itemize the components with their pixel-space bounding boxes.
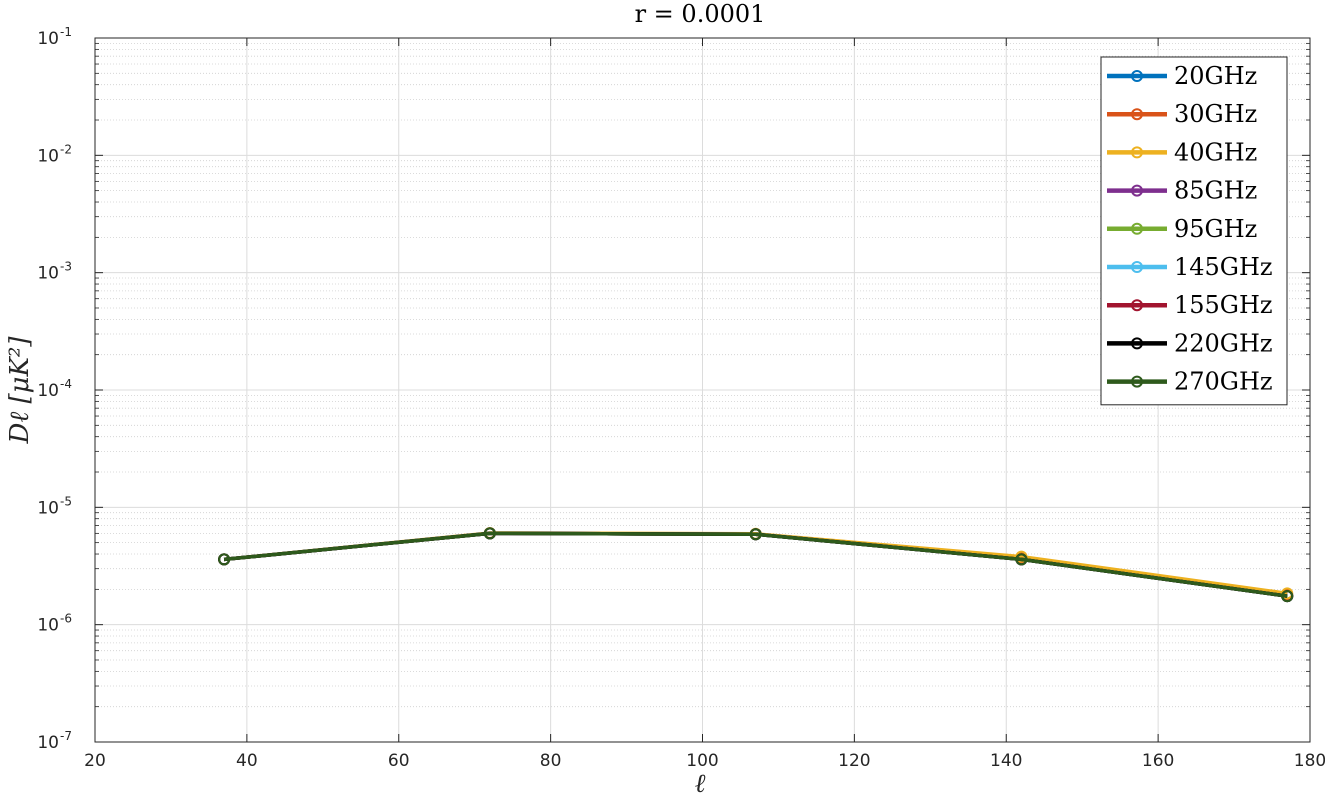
y-tick-exponent: -3 [60, 260, 72, 274]
y-tick-label: 10 [37, 29, 59, 49]
legend-item: 40GHz [1107, 138, 1257, 166]
data-point [218, 553, 231, 566]
series-270GHz [218, 527, 1294, 603]
legend-label: 40GHz [1174, 138, 1257, 166]
data-point [1015, 553, 1028, 566]
legend-label: 145GHz [1174, 253, 1273, 281]
y-tick-exponent: -5 [60, 494, 72, 508]
legend-marker [1131, 261, 1143, 273]
x-tick-label: 40 [236, 751, 258, 771]
y-tick-label: 10 [37, 733, 59, 753]
legend-marker [1131, 375, 1143, 388]
x-tick-label: 140 [990, 751, 1022, 771]
y-tick-exponent: -1 [60, 25, 72, 39]
chart-title: r = 0.0001 [635, 0, 766, 28]
legend-item: 270GHz [1107, 368, 1273, 396]
x-tick-label: 20 [84, 751, 106, 771]
legend-marker [1131, 108, 1143, 121]
y-tick-label: 10 [37, 381, 59, 401]
legend-marker [1131, 70, 1143, 82]
y-tick-label: 10 [37, 498, 59, 518]
y-tick-label: 10 [37, 616, 59, 636]
legend-item: 155GHz [1107, 291, 1273, 319]
x-tick-label: 120 [838, 751, 870, 771]
x-tick-label: 160 [1142, 751, 1174, 771]
legend-item: 20GHz [1107, 62, 1257, 90]
x-axis-label: ℓ [695, 769, 706, 799]
legend-marker [1131, 184, 1143, 197]
legend-item: 85GHz [1107, 177, 1257, 205]
x-tick-label: 80 [540, 751, 562, 771]
x-tick-labels: 20 40 60 80 100 120 140 160 180 [84, 751, 1325, 771]
legend-marker [1131, 337, 1143, 350]
x-tick-label: 60 [388, 751, 410, 771]
y-tick-label: 10 [37, 264, 59, 284]
legend-label: 220GHz [1174, 329, 1273, 357]
legend-label: 155GHz [1174, 291, 1273, 319]
data-point [749, 528, 762, 541]
y-axis-label: Dℓ [μK²] [5, 336, 35, 445]
legend: 20GHz 30GHz 40GHz 85GHz 95GHz 145GHz 155GHz 220… [1100, 56, 1288, 406]
legend-marker [1131, 146, 1143, 159]
legend-label: 85GHz [1174, 177, 1257, 205]
y-tick-exponent: -6 [60, 612, 72, 626]
data-point [483, 527, 496, 540]
y-tick-exponent: -4 [60, 377, 72, 391]
legend-item: 220GHz [1107, 329, 1273, 357]
legend-label: 30GHz [1174, 100, 1257, 128]
legend-marker [1131, 299, 1143, 312]
legend-label: 20GHz [1174, 62, 1257, 90]
series-layer [218, 526, 1294, 603]
data-point [1281, 590, 1294, 603]
series-line [223, 531, 1288, 598]
legend-marker [1131, 222, 1143, 235]
y-tick-exponent: -7 [60, 729, 72, 743]
legend-label: 95GHz [1174, 215, 1257, 243]
y-tick-exponent: -2 [60, 142, 72, 156]
x-tick-label: 180 [1294, 751, 1325, 771]
y-tick-label: 10 [37, 146, 59, 166]
legend-item: 30GHz [1107, 100, 1257, 128]
legend-item: 95GHz [1107, 215, 1257, 243]
x-tick-label: 100 [686, 751, 718, 771]
y-tick-labels: 10-710-610-510-410-310-210-1 [37, 25, 72, 753]
legend-item: 145GHz [1107, 253, 1273, 281]
legend-label: 270GHz [1174, 368, 1273, 396]
axis-ticks [94, 37, 1311, 743]
series-line [223, 531, 1288, 596]
